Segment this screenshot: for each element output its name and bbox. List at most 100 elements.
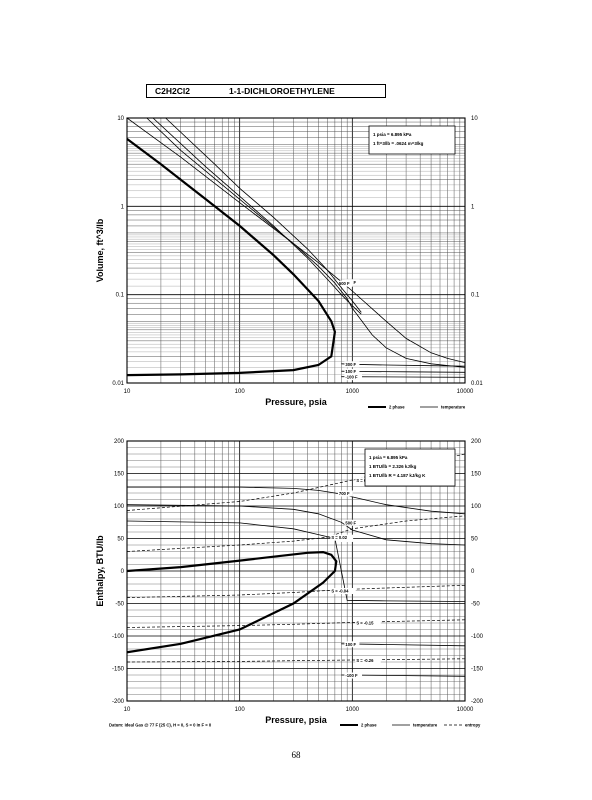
chart2-y-tick-label-right: 100 bbox=[471, 504, 482, 510]
chart2-y-axis-label: Enthalpy, BTU/lb bbox=[95, 535, 105, 607]
chart1-x-axis-label: Pressure, psia bbox=[265, 397, 328, 407]
chart2-y-tick-label-left: -50 bbox=[115, 602, 124, 608]
chart2-series-100-f bbox=[341, 643, 466, 647]
chart2-label-bg bbox=[344, 672, 363, 679]
chart2-y-tick-label-right: 200 bbox=[471, 439, 482, 445]
chart2-y-tick-label-right: -200 bbox=[471, 699, 484, 705]
chart2-label-bg bbox=[355, 619, 381, 626]
chart2-label-bg bbox=[330, 534, 354, 541]
chart1-series-label: 100 F bbox=[345, 369, 356, 374]
chart2-conversion-box bbox=[364, 448, 456, 487]
chart2-y-tick-label-left: 100 bbox=[114, 504, 125, 510]
chart1-series-2-phase bbox=[126, 138, 337, 377]
chart2-legend-label: temperature bbox=[413, 723, 438, 728]
chart1-series-100-f bbox=[341, 370, 466, 373]
chart1-series--100-f bbox=[341, 376, 466, 378]
chemical-name: 1-1-DICHLOROETHYLENE bbox=[229, 86, 335, 96]
chart1-series-500-f bbox=[146, 117, 466, 368]
chart2-label-bg bbox=[337, 490, 353, 497]
chart1-series-label: -100 F bbox=[345, 375, 358, 380]
chart2-series-label: S = -0.15 bbox=[356, 620, 374, 625]
chart2-legend-label: 2 phase bbox=[361, 723, 377, 728]
chart1-label-bg bbox=[344, 361, 360, 368]
chart1-legend-label: 2 phase bbox=[389, 405, 405, 410]
chart2-y-tick-label-left: 200 bbox=[114, 439, 125, 445]
chart1-series-label: 300 F bbox=[345, 362, 356, 367]
chart2-series-300-f bbox=[126, 520, 466, 602]
chart2-y-tick-label-right: 50 bbox=[471, 537, 478, 543]
chart1-x-tick-label: 10 bbox=[124, 389, 131, 395]
chart2-x-tick-label: 10000 bbox=[457, 707, 474, 713]
chart2-x-axis-label: Pressure, psia bbox=[265, 715, 328, 725]
chart2-datum-note: Datum: Ideal Gas @ 77 F (25 C), H = 0, S… bbox=[109, 723, 212, 728]
chart2-y-tick-label-right: 150 bbox=[471, 472, 482, 478]
chart1-x-tick-label: 10000 bbox=[457, 389, 474, 395]
chart2-y-tick-label-right: 0 bbox=[471, 569, 475, 575]
chart2-series-label: -100 F bbox=[345, 673, 358, 678]
page-number: 68 bbox=[291, 750, 301, 760]
chart2-conversion-line: 1 psia = 6.895 kPa bbox=[369, 455, 408, 460]
chart2-y-tick-label-left: -100 bbox=[112, 634, 125, 640]
chemical-formula: C2H2Cl2 bbox=[155, 86, 190, 96]
chart1-series-cap-b bbox=[165, 117, 362, 313]
chart2-series-s-0-06 bbox=[126, 453, 466, 511]
chart1-y-tick-label-right: 0.01 bbox=[471, 381, 483, 387]
chart1-y-axis-label: Volume, ft^3/lb bbox=[95, 218, 105, 282]
chart1-series-cap-a bbox=[152, 117, 362, 315]
chart2-y-tick-label-right: -50 bbox=[471, 602, 480, 608]
chart2-series-2-phase bbox=[126, 550, 338, 654]
chart2-label-bg bbox=[344, 641, 360, 648]
chart2-y-tick-label-left: 0 bbox=[121, 569, 125, 575]
chart2-y-tick-label-left: -150 bbox=[112, 667, 125, 673]
chart1-conversion-box bbox=[368, 125, 456, 155]
chart2-x-tick-label: 100 bbox=[235, 707, 246, 713]
chart2-series-700-f bbox=[127, 486, 466, 515]
chart1-series-label: 500 F bbox=[339, 281, 350, 286]
chart1-series-700-f bbox=[126, 117, 466, 363]
chart2-x-tick-label: 10 bbox=[124, 707, 131, 713]
chart1-y-tick-label-right: 10 bbox=[471, 116, 478, 122]
chart1-conversion-line: 1 psia = 6.895 kPa bbox=[373, 132, 412, 137]
chart2-series-label: 700 F bbox=[339, 491, 350, 496]
chart2-series--100-f bbox=[341, 674, 466, 677]
chart2-label-bg bbox=[344, 519, 360, 526]
chart2-series-label: S = -0.04 bbox=[331, 589, 349, 594]
chart2-y-tick-label-left: 150 bbox=[114, 472, 125, 478]
chart2-series-label: S = 0.02 bbox=[331, 535, 347, 540]
chart1-y-tick-label-left: 10 bbox=[117, 116, 124, 122]
chart2-series-label: S = 0.06 bbox=[356, 478, 372, 483]
chart1-x-tick-label: 100 bbox=[235, 389, 246, 395]
chart1-frame bbox=[126, 117, 466, 384]
chart1-y-tick-label-right: 0.1 bbox=[471, 293, 480, 299]
chart1-x-tick-label: 1000 bbox=[346, 389, 360, 395]
chart2-label-bg bbox=[355, 657, 381, 664]
chart1-label-bg bbox=[344, 374, 363, 381]
chart1-label-bg bbox=[344, 368, 360, 375]
chart2-conversion-line: 1 BTU/lb R = 4.187 kJ/kg K bbox=[369, 473, 426, 478]
chart2-series-s-0-15 bbox=[126, 619, 466, 628]
chart1-y-tick-label-right: 1 bbox=[471, 204, 475, 210]
chart-header-box: C2H2Cl2 1-1-DICHLOROETHYLENE bbox=[146, 84, 386, 98]
chart2-series-label: 100 F bbox=[345, 642, 356, 647]
chart2-series-label: S = -0.26 bbox=[356, 658, 374, 663]
chart2-series-500-f bbox=[126, 504, 466, 546]
chart1-y-tick-label-left: 0.01 bbox=[112, 381, 124, 387]
chart2-series-s-0-26 bbox=[126, 658, 466, 663]
chart2-series-s-0-02 bbox=[126, 515, 466, 552]
chart2-conversion-line: 1 BTU/lb = 2.326 kJ/kg bbox=[369, 464, 417, 469]
chart2-x-tick-label: 1000 bbox=[346, 707, 360, 713]
chart2-y-tick-label-left: 50 bbox=[117, 537, 124, 543]
chart2-y-tick-label-right: -100 bbox=[471, 634, 484, 640]
chart2-legend-label: entropy bbox=[465, 723, 481, 728]
chart2-series-label: 500 F bbox=[345, 520, 356, 525]
chart2-series-s-0-04 bbox=[126, 584, 466, 598]
chart2-y-tick-label-left: -200 bbox=[112, 699, 125, 705]
chart2-label-bg bbox=[330, 588, 356, 594]
chart1-label-bg bbox=[337, 280, 353, 287]
chart1-conversion-line: 1 ft^3/lb = .0624 m^3/kg bbox=[373, 141, 424, 146]
chart1-series-300-f bbox=[341, 363, 466, 367]
chart2-y-tick-label-right: -150 bbox=[471, 667, 484, 673]
chart1-y-tick-label-left: 1 bbox=[121, 204, 125, 210]
chart1-legend-label: temperature bbox=[441, 405, 466, 410]
